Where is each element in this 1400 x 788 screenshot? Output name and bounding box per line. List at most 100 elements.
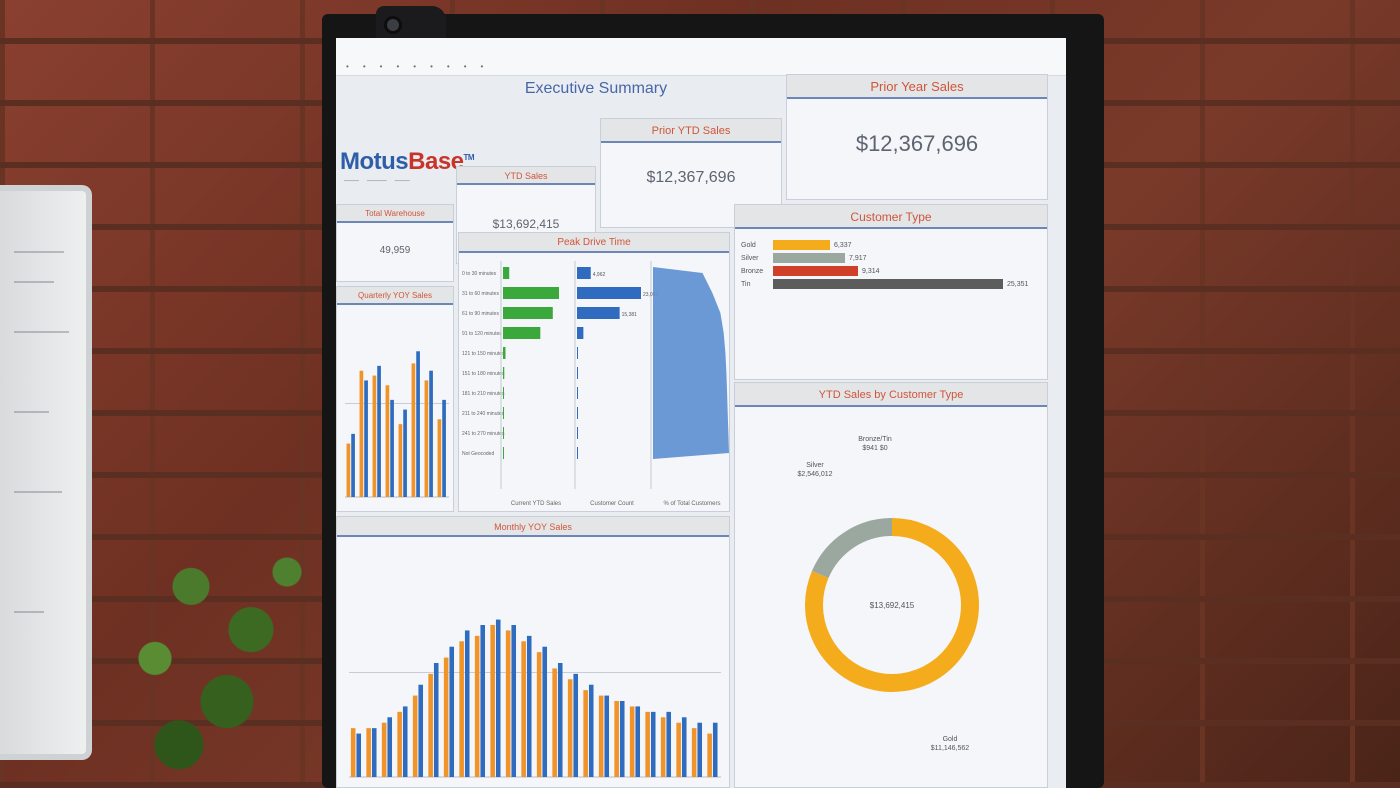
nav-menu-item[interactable]: •: [379, 62, 383, 71]
customer-type-panel[interactable]: Customer Type Gold 6,337 Silver 7,917 Bronze…: [734, 204, 1048, 380]
customer-count-bar: [577, 447, 578, 459]
bar-current-year: [442, 399, 446, 497]
monthly-yoy-chart: [349, 619, 721, 778]
bar-prior-year: [372, 375, 377, 497]
bar-current-year: [364, 380, 368, 497]
bar-current-year: [573, 673, 579, 777]
nav-menu-item[interactable]: •: [413, 62, 417, 71]
bar-current-year: [542, 646, 548, 777]
nav-menu-item[interactable]: •: [396, 62, 400, 71]
customer-count-label: 23,087: [643, 292, 659, 298]
logo-subtext: ─── ──── ───: [344, 178, 410, 185]
peak-drive-time-chart: 0 to 30 minutes 31 to 60 minutes 61 to 90 …: [462, 261, 729, 489]
bar-current-year: [635, 706, 641, 777]
filter-link[interactable]: ───: [344, 178, 359, 185]
bar-current-year: [387, 717, 393, 777]
customer-count-bar: [577, 407, 578, 419]
ytd-by-customer-type-panel[interactable]: YTD Sales by Customer Type Bronze/Tin $9…: [734, 382, 1048, 788]
logo-trademark: TM: [463, 153, 475, 162]
bar-prior-year: [398, 424, 403, 497]
customer-count-label: 15,381: [622, 312, 638, 318]
customer-type-value: 6,337: [834, 241, 852, 249]
kpi-label: Prior Year Sales: [787, 75, 1047, 99]
label-value: $2,546,012: [797, 471, 833, 478]
bar-prior-year: [412, 695, 418, 777]
bar-current-year: [402, 706, 408, 777]
bar-current-year: [480, 625, 486, 777]
label-value: $11,146,562: [930, 745, 970, 752]
kpi-prior-year-sales[interactable]: Prior Year Sales $12,367,696: [786, 74, 1048, 200]
customer-type-row[interactable]: Tin 25,351: [741, 278, 1028, 290]
customer-type-row[interactable]: Gold 6,337: [741, 239, 852, 251]
customer-count-bar: [577, 347, 578, 359]
drive-time-category: 31 to 60 minutes: [462, 291, 499, 297]
panel-title: Customer Type: [735, 205, 1047, 229]
kpi-total-warehouse[interactable]: Total Warehouse 49,959: [336, 204, 454, 282]
ytd-sales-bar: [503, 267, 510, 279]
bar-current-year: [433, 663, 439, 777]
label-name: Silver: [806, 462, 824, 469]
bar-current-year: [356, 733, 362, 777]
filter-link[interactable]: ───: [394, 178, 410, 185]
axis-label: Customer Count: [590, 501, 634, 507]
nav-menu-item[interactable]: •: [346, 62, 349, 71]
ytd-sales-bar: [503, 447, 504, 459]
kpi-value: $12,367,696: [646, 169, 736, 186]
ytd-sales-bar: [503, 427, 504, 439]
quarterly-yoy-panel[interactable]: Quarterly YOY Sales: [336, 286, 454, 512]
donut-label-silver: Silver $2,546,012: [785, 461, 845, 479]
kpi-value: $13,692,415: [492, 217, 560, 231]
customer-type-label: Gold: [741, 241, 756, 249]
nav-menu-item[interactable]: •: [362, 62, 366, 71]
panel-title: Monthly YOY Sales: [337, 517, 729, 537]
nav-menu-item[interactable]: •: [480, 62, 484, 71]
kpi-label: Total Warehouse: [337, 205, 453, 223]
customer-count-bar: [577, 427, 578, 439]
donut-slice-silver: [811, 518, 893, 579]
drive-time-category: Not Geocoded: [462, 451, 494, 457]
customer-type-bar: [773, 253, 845, 263]
ytd-sales-bar: [503, 327, 541, 339]
top-navigation-bar: • • • • • • • • •: [336, 38, 1066, 76]
ytd-sales-bar: [503, 287, 559, 299]
bar-current-year: [666, 711, 672, 777]
panel-title: Peak Drive Time: [459, 233, 729, 253]
bar-prior-year: [346, 443, 351, 497]
donut-slice-gold: [805, 518, 979, 692]
bar-prior-year: [428, 673, 433, 777]
bar-prior-year: [490, 625, 495, 777]
bar-prior-year: [614, 701, 619, 777]
bar-current-year: [418, 684, 424, 777]
customer-type-row[interactable]: Silver 7,917: [741, 252, 867, 264]
customer-type-value: 25,351: [1007, 280, 1029, 288]
bar-prior-year: [443, 657, 449, 777]
nav-menu-item[interactable]: •: [463, 62, 467, 71]
bar-prior-year: [660, 717, 666, 777]
label-value: $941 $0: [862, 445, 888, 452]
customer-count-bar: [577, 367, 578, 379]
potted-plant: [95, 500, 335, 788]
bar-current-year: [351, 433, 355, 497]
nav-menu: • • • • • • • • •: [346, 62, 483, 71]
panel-title: Quarterly YOY Sales: [337, 287, 453, 305]
bar-prior-year: [629, 706, 635, 777]
customer-type-label: Bronze: [741, 267, 764, 275]
bar-prior-year: [707, 733, 712, 777]
motusbase-logo[interactable]: MotusBaseTM: [340, 148, 475, 176]
monthly-yoy-panel[interactable]: Monthly YOY Sales: [336, 516, 730, 788]
peak-drive-time-panel[interactable]: Peak Drive Time 0 to 30 minutes 31 to 60 …: [458, 232, 730, 512]
bar-current-year: [377, 365, 381, 497]
kpi-value: 49,959: [379, 245, 411, 256]
customer-type-value: 7,917: [849, 254, 867, 262]
nav-menu-item[interactable]: •: [430, 62, 433, 71]
customer-type-row[interactable]: Bronze 9,314: [741, 265, 880, 277]
bar-prior-year: [474, 635, 480, 777]
drive-time-category: 181 to 210 minutes: [462, 391, 505, 397]
ytd-sales-bar: [503, 407, 504, 419]
filter-link[interactable]: ────: [366, 178, 387, 185]
bar-prior-year: [645, 711, 650, 777]
nav-menu-item[interactable]: •: [446, 62, 450, 71]
bar-prior-year: [359, 370, 364, 497]
bar-prior-year: [552, 668, 557, 777]
bar-prior-year: [424, 380, 429, 497]
